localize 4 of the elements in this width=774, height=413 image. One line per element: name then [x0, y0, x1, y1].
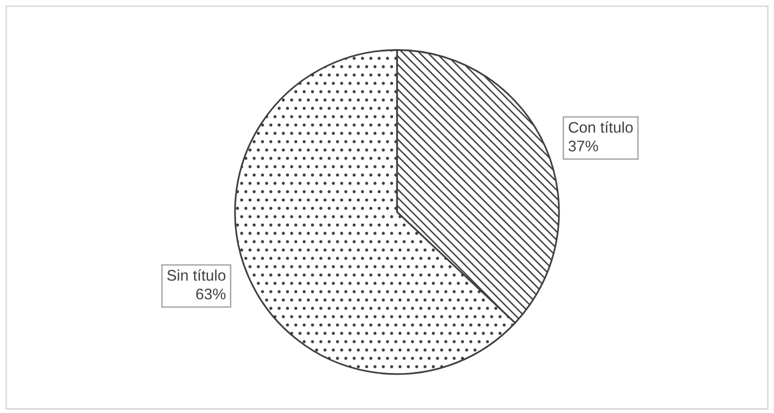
data-label: 37% — [568, 140, 598, 152]
slice-label: Sin título — [167, 269, 226, 281]
slice-label: Con título — [568, 121, 633, 133]
data-label: 63% — [196, 288, 226, 300]
